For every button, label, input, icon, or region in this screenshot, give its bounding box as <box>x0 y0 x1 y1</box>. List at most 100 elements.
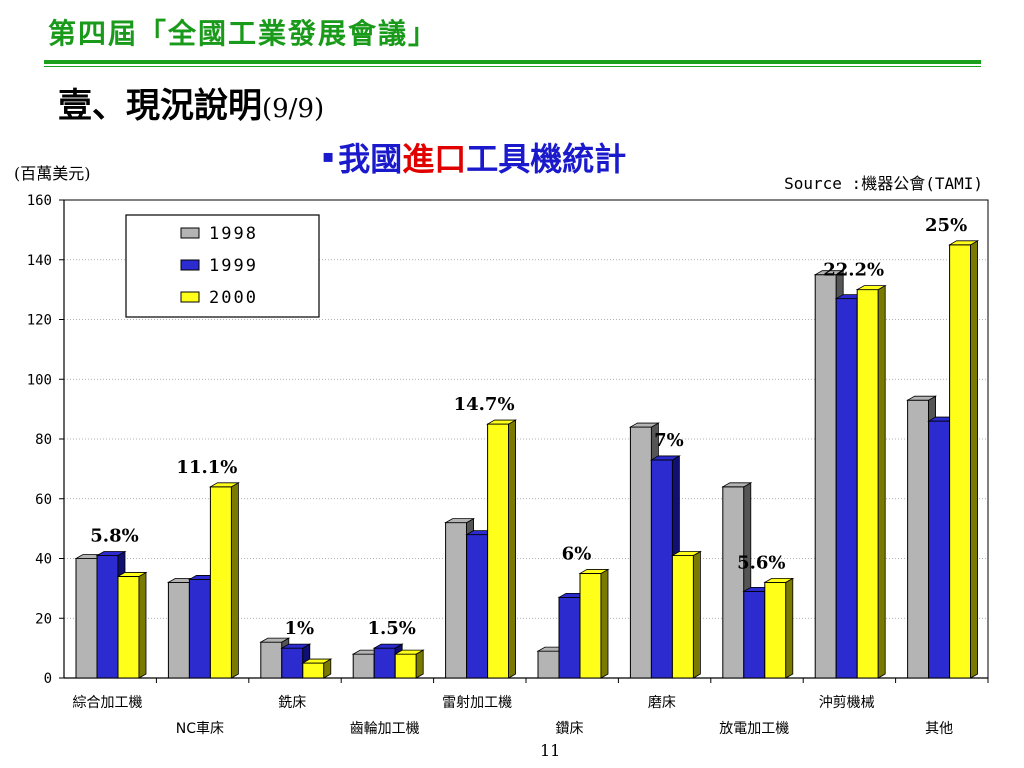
growth-annotation: 5.8% <box>90 526 138 547</box>
legend-label: 1998 <box>209 224 258 244</box>
chart-title-prefix: 我國 <box>338 140 403 178</box>
legend-swatch <box>180 259 200 271</box>
bar-2000-side <box>230 482 239 679</box>
bar-2000-side <box>785 577 794 679</box>
bar-1999-front <box>743 590 766 679</box>
bar-2000-side <box>415 649 424 679</box>
bar-2000-front <box>209 486 232 679</box>
bar-1999-front <box>466 534 489 679</box>
bar-1999-front <box>835 298 858 679</box>
bar-1999-front <box>650 459 673 679</box>
growth-annotation: 6% <box>562 543 592 564</box>
source-note: Source :機器公會(TAMI) <box>784 174 983 193</box>
bar-2000-top <box>116 572 148 577</box>
bar-1999-front <box>281 647 304 679</box>
bar-2000-top <box>670 551 702 556</box>
legend-label: 2000 <box>209 288 258 308</box>
y-tick-label: 140 <box>27 253 52 269</box>
bar-2000-side <box>970 240 978 679</box>
bar-2000-side <box>508 419 516 679</box>
bar-1998-front <box>537 650 560 679</box>
header-rule-thin <box>44 66 981 67</box>
bar-2000-front <box>117 575 140 679</box>
growth-annotation: 25% <box>925 215 967 236</box>
page-title-text: 壹、現況說明 <box>58 86 262 126</box>
bar-2000-front <box>764 581 787 679</box>
category-label: 放電加工機 <box>719 721 789 737</box>
header-rule <box>44 60 981 64</box>
y-tick-label: 40 <box>35 552 52 568</box>
growth-annotation: 5.6% <box>737 552 785 573</box>
bar-1999-front <box>558 596 581 679</box>
growth-annotation: 11.1% <box>176 457 237 478</box>
legend-box <box>125 214 320 318</box>
bar-1999-front <box>96 555 119 679</box>
bar-2000-top <box>855 285 887 291</box>
bar-1998-front <box>260 641 283 679</box>
page-title-suffix: (9/9) <box>262 94 325 124</box>
category-label: 綜合加工機 <box>73 695 143 711</box>
bar-1998-front <box>814 274 837 679</box>
bar-2000-side <box>138 571 147 679</box>
bar-2000-front <box>949 244 972 679</box>
category-label: 磨床 <box>648 695 676 711</box>
category-label: 沖剪機械 <box>819 695 875 711</box>
y-tick-label: 60 <box>35 492 52 508</box>
bar-2000-front <box>671 555 694 679</box>
category-label: 雷射加工機 <box>442 695 512 711</box>
page-title: 壹、現況說明(9/9) <box>58 78 324 127</box>
bar-1998-top <box>906 395 938 401</box>
bar-1999-front <box>928 420 951 679</box>
bar-2000-top <box>948 240 980 246</box>
bar-1999-front <box>373 647 396 679</box>
bar-1999-top <box>95 551 127 556</box>
y-tick-label: 80 <box>35 432 52 448</box>
bar-2000-top <box>208 482 240 488</box>
y-tick-label: 120 <box>27 313 52 329</box>
growth-annotation: 14.7% <box>454 394 515 415</box>
bar-2000-top <box>486 419 518 425</box>
bar-2000-top <box>393 649 425 655</box>
bar-1999-top <box>372 643 404 649</box>
bar-1998-front <box>722 486 745 679</box>
bar-2000-front <box>302 662 325 679</box>
bar-2000-front <box>579 572 602 679</box>
bar-2000-top <box>301 658 333 664</box>
bar-2000-front <box>487 423 510 679</box>
bar-1999-top <box>649 455 681 461</box>
growth-annotation: 1% <box>284 618 314 639</box>
bar-1998-front <box>445 522 468 679</box>
bar-1998-front <box>907 399 930 679</box>
legend-swatch <box>180 291 200 303</box>
bar-2000-side <box>600 568 609 679</box>
bar-1998-top <box>628 422 660 428</box>
bar-2000-top <box>578 569 610 574</box>
category-label: 銑床 <box>278 694 306 711</box>
bar-1998-top <box>259 637 291 643</box>
bar-1998-front <box>352 653 375 679</box>
bar-2000-front <box>856 289 879 679</box>
y-tick-label: 100 <box>27 372 52 388</box>
bar-2000-side <box>877 284 886 679</box>
bar-2000-top <box>763 578 795 583</box>
category-label: 鑽床 <box>556 721 584 737</box>
chart-title-highlight: 進口 <box>402 140 467 178</box>
growth-annotation: 1.5% <box>367 618 415 639</box>
bar-1998-top <box>444 518 476 524</box>
y-tick-label: 20 <box>35 611 52 627</box>
bar-1999-front <box>188 578 211 679</box>
y-axis-unit-label: (百萬美元) <box>14 164 91 183</box>
chart-title-suffix: 工具機統計 <box>466 140 627 178</box>
y-tick-label: 160 <box>27 193 52 209</box>
bar-1999-top <box>280 643 312 649</box>
bar-2000-front <box>394 653 417 679</box>
growth-annotation: 7% <box>654 430 684 451</box>
y-tick-label: 0 <box>44 671 52 687</box>
category-label: NC車床 <box>176 720 224 737</box>
conference-title: 第四屆「全國工業發展會議」 <box>48 17 439 50</box>
legend-swatch <box>180 227 200 239</box>
page-number: 11 <box>540 741 561 760</box>
category-label: 齒輪加工機 <box>350 720 420 737</box>
bar-1998-front <box>167 581 190 679</box>
